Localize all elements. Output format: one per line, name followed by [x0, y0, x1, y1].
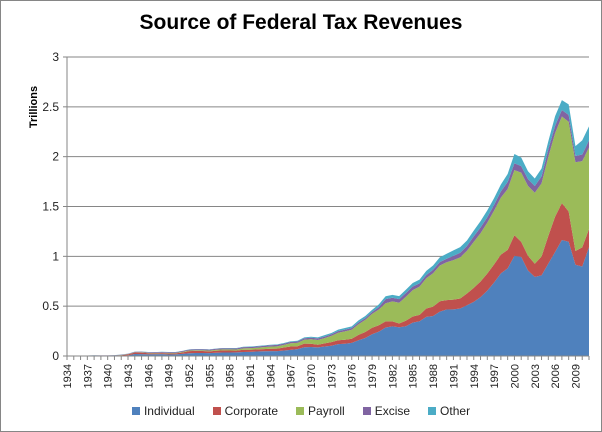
legend-label: Payroll — [308, 404, 345, 418]
x-tick-label: 1985 — [408, 364, 420, 388]
x-tick-label: 2006 — [550, 364, 562, 388]
legend-swatch — [212, 407, 221, 415]
x-tick-label: 2000 — [509, 364, 521, 388]
y-axis-label: Trillions — [28, 86, 40, 128]
legend: Individual Corporate Payroll Excise Othe… — [1, 404, 601, 418]
area-corporate — [67, 203, 589, 356]
y-tick-label: 0.5 — [42, 299, 59, 313]
y-tick-label: 0 — [52, 349, 59, 363]
x-tick-label: 1964 — [265, 364, 277, 388]
y-tick-label: 2 — [52, 150, 59, 164]
area-payroll — [67, 116, 589, 356]
legend-swatch — [296, 407, 305, 415]
x-tick-label: 1943 — [123, 364, 135, 388]
x-tick-label: 1973 — [326, 364, 338, 388]
x-tick-label: 1958 — [225, 364, 237, 388]
x-tick-label: 1976 — [347, 364, 359, 388]
legend-swatch — [428, 407, 437, 415]
x-tick-label: 1997 — [489, 364, 501, 388]
legend-item-payroll: Payroll — [296, 404, 345, 418]
legend-label: Individual — [143, 404, 195, 418]
y-tick-label: 1.5 — [42, 200, 59, 214]
legend-item-other: Other — [428, 404, 470, 418]
x-tick-label: 1952 — [184, 364, 196, 388]
x-tick-label: 1967 — [286, 364, 298, 388]
legend-item-excise: Excise — [362, 404, 411, 418]
x-tick-label: 2009 — [570, 364, 582, 388]
area-individual — [67, 240, 589, 356]
x-tick-label: 1937 — [82, 364, 94, 388]
x-tick-label: 1940 — [103, 364, 115, 388]
chart-title: Source of Federal Tax Revenues — [139, 11, 463, 34]
x-tick-label: 1955 — [204, 364, 216, 388]
legend-label: Excise — [374, 404, 411, 418]
x-tick-label: 1991 — [448, 364, 460, 388]
x-tick-label: 2003 — [530, 364, 542, 388]
x-tick-label: 1979 — [367, 364, 379, 388]
legend-label: Corporate — [224, 404, 279, 418]
y-tick-label: 1 — [52, 249, 59, 263]
x-tick-label: 1970 — [306, 364, 318, 388]
x-tick-label: 1994 — [469, 364, 481, 388]
legend-swatch — [131, 407, 140, 415]
x-tick-label: 1961 — [245, 364, 257, 388]
legend-swatch — [362, 407, 371, 415]
y-tick-label: 2.5 — [42, 100, 59, 114]
x-tick-label: 1988 — [428, 364, 440, 388]
x-tick-label: 1982 — [387, 364, 399, 388]
legend-item-corporate: Corporate — [212, 404, 279, 418]
legend-item-individual: Individual — [131, 404, 195, 418]
x-tick-label: 1946 — [143, 364, 155, 388]
x-tick-label: 1934 — [62, 364, 74, 388]
x-tick-label: 1949 — [164, 364, 176, 388]
y-tick-label: 3 — [52, 50, 59, 64]
legend-label: Other — [440, 404, 471, 418]
